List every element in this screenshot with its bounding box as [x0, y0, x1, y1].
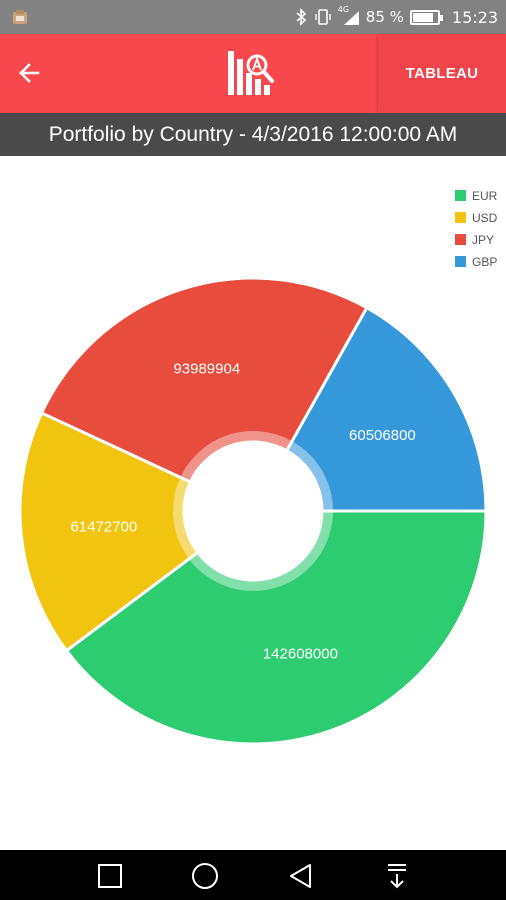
recent-apps-icon[interactable]: [97, 863, 123, 889]
portfolio-donut-chart: 142608000 61472700 93989904 60506800 EUR USD…: [18, 189, 498, 746]
battery-percent: 85 %: [365, 8, 404, 26]
back-arrow-icon[interactable]: [12, 54, 48, 92]
legend-label-eur: EUR: [472, 189, 498, 203]
slice-usd[interactable]: [18, 410, 200, 653]
app-bar: TABLEAU: [0, 34, 506, 113]
status-bar: 4G 85 % 15:23: [0, 0, 506, 34]
navigation-bar: [0, 850, 506, 900]
slice-value-label-usd: 61472700: [70, 519, 137, 536]
battery-level-fill: [412, 12, 433, 22]
slice-value-label-gbp: 60506800: [349, 427, 416, 444]
network-label: 4G: [337, 5, 350, 14]
slice-inner-ring-gbp: [286, 441, 333, 511]
vibrate-icon: [315, 9, 331, 25]
analytics-logo-icon: [228, 51, 274, 95]
legend-swatch-gbp: [455, 256, 466, 267]
slice-value-label-eur: 142608000: [263, 645, 338, 662]
slice-eur[interactable]: [64, 509, 488, 746]
app-notification-icon: [13, 10, 27, 24]
slice-gbp[interactable]: [284, 305, 488, 513]
clock: 15:23: [451, 7, 498, 27]
slice-jpy[interactable]: [39, 276, 369, 484]
tableau-button[interactable]: TABLEAU: [378, 34, 506, 113]
battery-icon: [409, 9, 443, 25]
legend-label-gbp: GBP: [472, 255, 497, 269]
legend-swatch-usd: [455, 212, 466, 223]
signal-4g-icon: 4G: [337, 5, 360, 26]
slice-value-label-jpy: 93989904: [173, 360, 240, 377]
notification-pull-icon[interactable]: [385, 862, 409, 890]
legend-swatch-jpy: [455, 234, 466, 245]
bluetooth-icon: [296, 8, 306, 26]
slice-inner-ring-eur: [188, 511, 333, 591]
legend-swatch-eur: [455, 190, 466, 201]
slice-inner-ring-usd: [173, 477, 198, 559]
legend-label-jpy: JPY: [472, 233, 494, 247]
back-icon[interactable]: [288, 862, 314, 890]
home-icon[interactable]: [190, 861, 220, 891]
legend-label-usd: USD: [472, 211, 498, 225]
slice-inner-ring-jpy: [180, 431, 293, 482]
page-title: Portfolio by Country - 4/3/2016 12:00:00…: [0, 113, 506, 156]
